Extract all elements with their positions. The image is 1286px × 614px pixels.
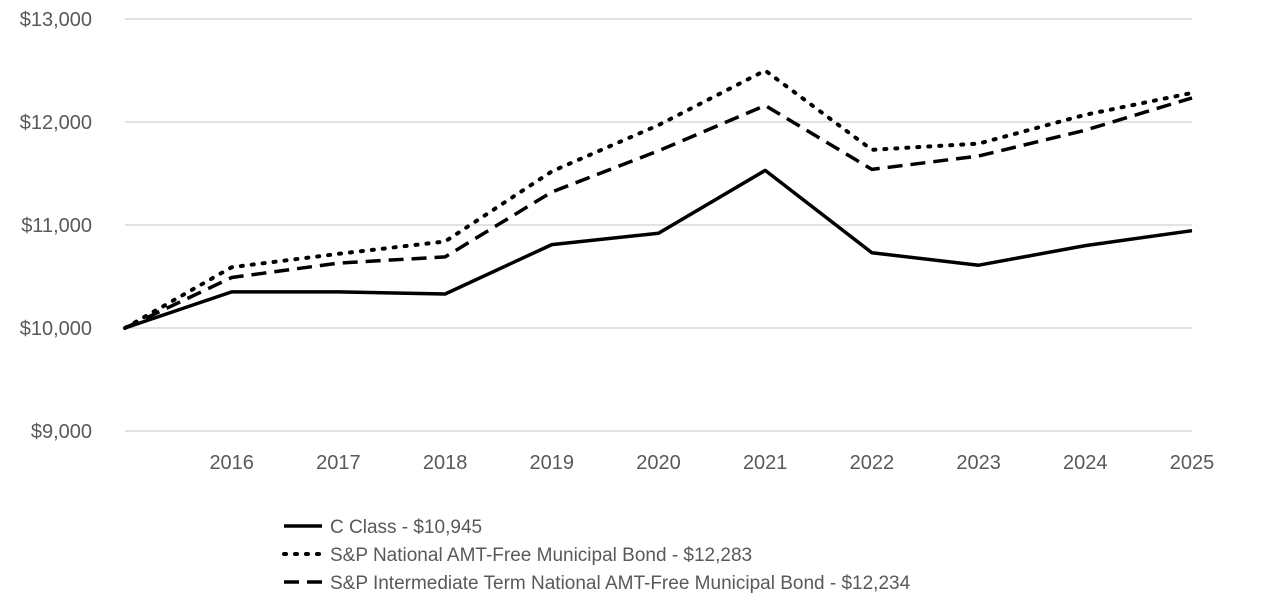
- x-tick-label: 2018: [423, 452, 468, 474]
- x-tick-label: 2024: [1063, 452, 1108, 474]
- legend: C Class - $10,945 S&P National AMT-Free M…: [282, 517, 911, 594]
- y-tick-label: $12,000: [20, 112, 92, 134]
- legend-label: S&P National AMT-Free Municipal Bond - $…: [330, 545, 752, 566]
- y-tick-label: $10,000: [20, 318, 92, 340]
- series-line-2: [123, 68, 1194, 330]
- x-tick-label: 2019: [530, 452, 575, 474]
- y-tick-label: $11,000: [21, 215, 92, 237]
- y-tick-label: $9,000: [31, 421, 92, 443]
- x-axis-tick-labels: 2016 2017 2018 2019 2020 2021 2022 2023 2024 2025: [209, 452, 1214, 474]
- legend-label: C Class - $10,945: [330, 517, 482, 538]
- x-tick-label: 2017: [316, 452, 361, 474]
- gridlines: [125, 18, 1192, 432]
- series-line-3: [124, 96, 1193, 330]
- series-line-1: [124, 168, 1193, 330]
- y-tick-label: $13,000: [20, 9, 92, 31]
- x-tick-label: 2023: [956, 452, 1001, 474]
- legend-label: S&P Intermediate Term National AMT-Free …: [330, 573, 911, 594]
- y-axis-tick-labels: $9,000 $10,000 $11,000 $12,000 $13,000: [20, 9, 92, 443]
- x-tick-label: 2021: [743, 452, 788, 474]
- x-tick-label: 2025: [1170, 452, 1215, 474]
- series-lines: [123, 68, 1194, 330]
- x-tick-label: 2016: [209, 452, 254, 474]
- x-tick-label: 2020: [636, 452, 681, 474]
- x-tick-label: 2022: [850, 452, 895, 474]
